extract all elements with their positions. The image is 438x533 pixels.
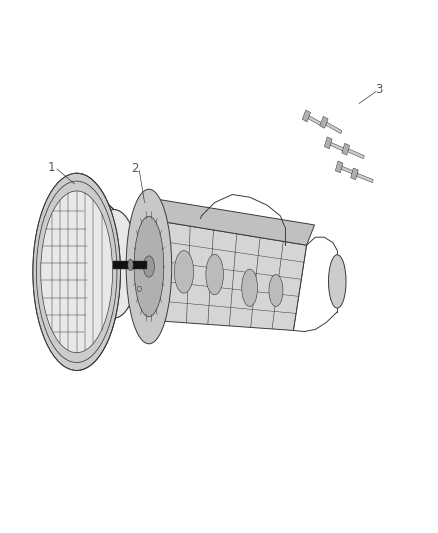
- Ellipse shape: [328, 255, 346, 308]
- Polygon shape: [351, 168, 358, 180]
- Ellipse shape: [90, 209, 138, 318]
- Polygon shape: [324, 137, 332, 149]
- Ellipse shape: [134, 216, 164, 317]
- Polygon shape: [342, 143, 350, 155]
- Polygon shape: [113, 261, 147, 269]
- Polygon shape: [302, 110, 311, 122]
- Text: 3: 3: [376, 83, 383, 96]
- Polygon shape: [330, 142, 347, 152]
- Ellipse shape: [206, 254, 223, 295]
- Ellipse shape: [269, 274, 283, 306]
- Polygon shape: [326, 122, 342, 134]
- Polygon shape: [77, 173, 138, 370]
- Polygon shape: [348, 149, 364, 159]
- Text: 2: 2: [131, 162, 138, 175]
- Ellipse shape: [41, 191, 113, 353]
- Ellipse shape: [242, 269, 258, 306]
- Polygon shape: [144, 219, 307, 330]
- Ellipse shape: [128, 259, 133, 271]
- Ellipse shape: [144, 256, 154, 277]
- Text: 1: 1: [48, 161, 56, 174]
- Polygon shape: [320, 116, 328, 128]
- Polygon shape: [308, 116, 325, 127]
- Ellipse shape: [174, 251, 194, 293]
- Polygon shape: [144, 198, 314, 245]
- Ellipse shape: [126, 189, 172, 344]
- Polygon shape: [341, 166, 358, 176]
- Polygon shape: [357, 173, 373, 183]
- Ellipse shape: [33, 173, 120, 370]
- Polygon shape: [336, 161, 343, 173]
